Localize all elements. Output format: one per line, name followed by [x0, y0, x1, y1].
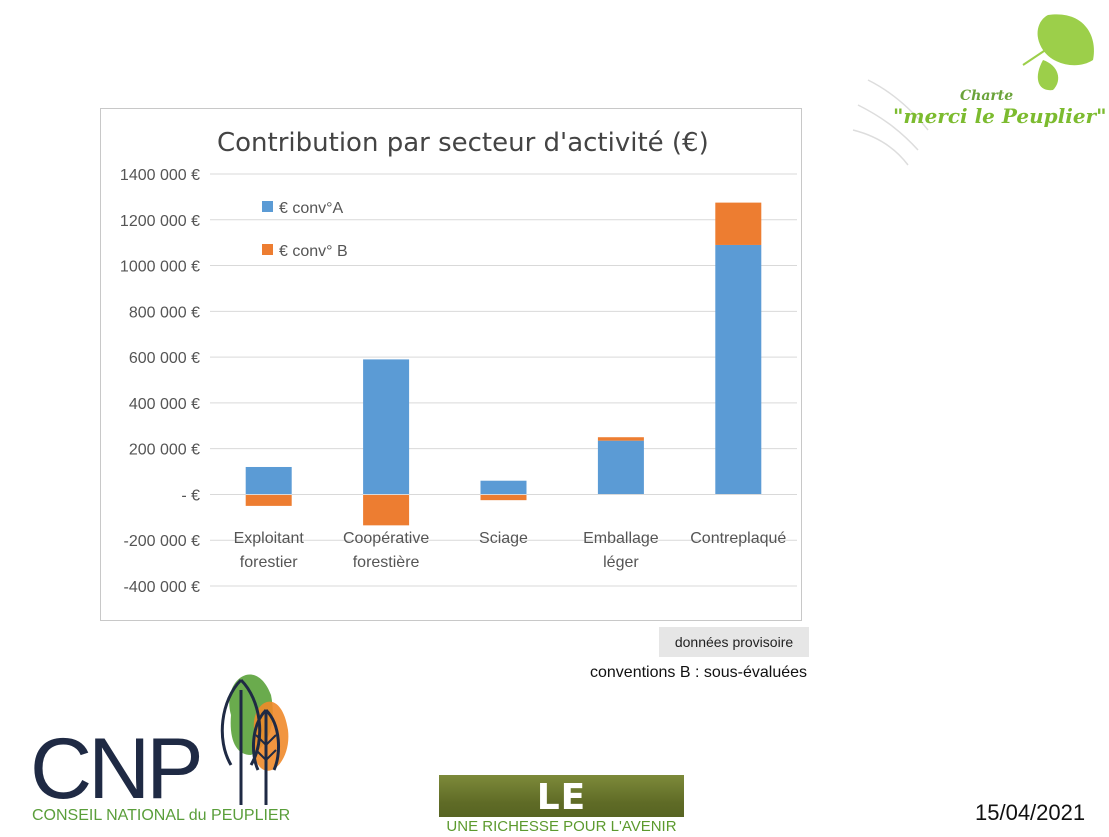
- cnp-name: CONSEIL NATIONAL du PEUPLIER: [32, 807, 291, 824]
- le-peuplier-banner: LE PEUPLIER UNE RICHESSE POUR L'AVENIR: [439, 775, 684, 837]
- x-tick-label: Emballage: [583, 530, 659, 547]
- x-tick-label: Contreplaqué: [690, 530, 786, 547]
- bar: [715, 244, 762, 495]
- y-tick-label: 600 000 €: [129, 350, 200, 367]
- bar: [363, 359, 410, 495]
- y-tick-label: 1000 000 €: [120, 259, 200, 276]
- poplar-leaf-icon: [852, 14, 1094, 166]
- bar: [480, 480, 527, 495]
- y-tick-label: 1200 000 €: [120, 213, 200, 230]
- provisional-data-badge: données provisoire: [659, 627, 809, 657]
- legend-label: € conv°A: [279, 200, 344, 217]
- bar: [363, 494, 410, 526]
- x-tick-label: forestière: [353, 554, 420, 571]
- chart-title: Contribution par secteur d'activité (€): [217, 128, 709, 158]
- bar: [715, 202, 762, 245]
- legend-swatch: [262, 201, 273, 212]
- y-tick-label: 800 000 €: [129, 304, 200, 321]
- chart-plot: 1400 000 € 1200 000 € 1000 000 € 800 000 € 6…: [120, 167, 797, 596]
- y-tick-label: 1400 000 €: [120, 167, 200, 184]
- cnp-tree-icon: CNP: [30, 674, 289, 817]
- bar: [245, 494, 292, 506]
- bar: [597, 440, 644, 495]
- charte-label: Charte: [960, 88, 1014, 104]
- x-tick-label: Exploitant: [234, 530, 305, 547]
- y-tick-label: 200 000 €: [129, 442, 200, 459]
- charte-logo: [848, 10, 1098, 170]
- x-tick-label: Coopérative: [343, 530, 429, 547]
- conventions-note: conventions B : sous-évaluées: [590, 664, 808, 681]
- legend-swatch: [262, 244, 273, 255]
- banner-subtitle: UNE RICHESSE POUR L'AVENIR: [439, 817, 684, 837]
- slide-date: 15/04/2021: [975, 800, 1086, 825]
- chart-frame: [100, 108, 802, 621]
- y-tick-label: -400 000 €: [123, 579, 200, 596]
- cnp-logo: CNP: [26, 660, 296, 830]
- x-tick-label: Sciage: [479, 530, 528, 547]
- charte-slogan: "merci le Peuplier": [893, 104, 1107, 128]
- bar: [480, 494, 527, 501]
- x-tick-label: forestier: [240, 554, 298, 571]
- y-tick-label: - €: [181, 487, 200, 504]
- y-tick-label: 400 000 €: [129, 396, 200, 413]
- bar: [245, 466, 292, 495]
- y-tick-label: -200 000 €: [123, 533, 200, 550]
- x-tick-label: léger: [603, 554, 639, 571]
- bar: [597, 437, 644, 441]
- legend-label: € conv° B: [279, 243, 348, 260]
- svg-text:CNP: CNP: [30, 721, 200, 817]
